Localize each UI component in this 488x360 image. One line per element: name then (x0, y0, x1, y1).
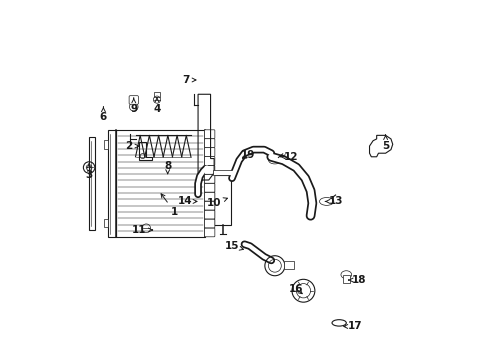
Text: 3: 3 (85, 164, 93, 180)
Text: 2: 2 (124, 141, 139, 151)
Text: 18: 18 (348, 275, 366, 285)
FancyBboxPatch shape (204, 228, 214, 237)
FancyBboxPatch shape (204, 166, 214, 174)
FancyBboxPatch shape (204, 219, 214, 228)
FancyBboxPatch shape (204, 192, 214, 201)
Bar (89, 137, 95, 230)
Text: 6: 6 (100, 107, 107, 122)
FancyBboxPatch shape (204, 183, 214, 192)
Bar (108, 130, 116, 237)
FancyBboxPatch shape (204, 130, 214, 139)
Text: 5: 5 (381, 135, 388, 151)
Text: 8: 8 (164, 161, 171, 174)
Text: 10: 10 (206, 198, 227, 208)
FancyBboxPatch shape (204, 139, 214, 148)
FancyBboxPatch shape (204, 157, 214, 165)
Bar (154, 92, 160, 97)
Text: 15: 15 (224, 241, 243, 251)
Bar (283, 261, 293, 269)
Text: 14: 14 (178, 197, 197, 206)
Text: 17: 17 (343, 321, 362, 332)
Bar (342, 275, 349, 283)
FancyBboxPatch shape (129, 96, 138, 104)
Text: 12: 12 (280, 152, 298, 162)
Text: 1: 1 (161, 194, 178, 217)
Text: 16: 16 (288, 284, 303, 294)
Text: 11: 11 (132, 225, 152, 235)
Text: 7: 7 (182, 75, 196, 85)
Text: 4: 4 (153, 98, 161, 113)
Bar (103, 140, 108, 149)
Text: 19: 19 (241, 150, 255, 160)
Bar (212, 170, 232, 175)
Text: 9: 9 (130, 98, 137, 113)
FancyBboxPatch shape (204, 148, 214, 157)
Text: 13: 13 (325, 197, 342, 206)
FancyBboxPatch shape (204, 201, 214, 210)
Bar (214, 175, 231, 225)
FancyBboxPatch shape (204, 210, 214, 219)
Bar (103, 219, 108, 227)
Bar (116, 130, 205, 237)
FancyBboxPatch shape (204, 175, 214, 183)
